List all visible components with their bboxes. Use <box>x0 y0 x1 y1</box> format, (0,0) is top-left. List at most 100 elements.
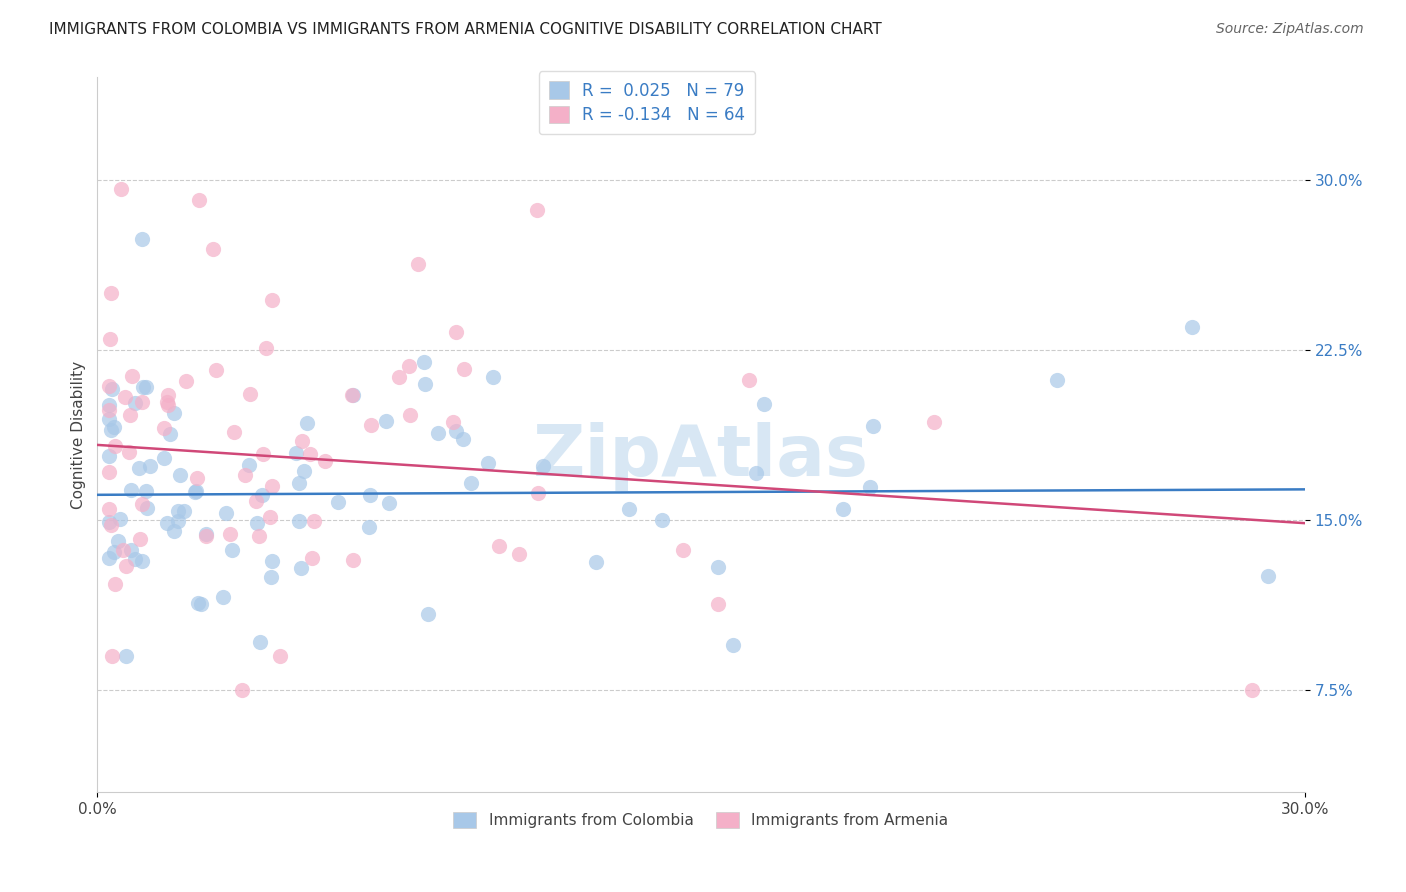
Point <box>413 377 436 392</box>
Point <box>124 552 146 566</box>
Point <box>246 516 269 530</box>
Point <box>585 555 607 569</box>
Point <box>215 506 238 520</box>
Point <box>254 341 277 355</box>
Point <box>231 682 253 697</box>
Point <box>707 597 730 611</box>
Point <box>103 545 125 559</box>
Point <box>169 468 191 483</box>
Point <box>426 426 449 441</box>
Point <box>378 496 401 510</box>
Point <box>260 293 283 307</box>
Point <box>1257 569 1279 583</box>
Point <box>163 524 186 539</box>
Point <box>135 380 157 394</box>
Point <box>1046 373 1069 387</box>
Point <box>98 412 121 426</box>
Point <box>120 408 142 422</box>
Point <box>156 395 179 409</box>
Point <box>269 648 291 663</box>
Point <box>98 379 121 393</box>
Point <box>738 373 761 387</box>
Point <box>295 416 318 430</box>
Point <box>131 497 153 511</box>
Point <box>190 597 212 611</box>
Point <box>184 484 207 499</box>
Point <box>477 456 499 470</box>
Point <box>453 362 475 376</box>
Point <box>651 512 673 526</box>
Point <box>173 504 195 518</box>
Point <box>360 418 382 433</box>
Point <box>153 420 176 434</box>
Point <box>195 529 218 543</box>
Point <box>162 406 184 420</box>
Point <box>166 503 188 517</box>
Point <box>159 427 181 442</box>
Point <box>617 502 640 516</box>
Y-axis label: Cognitive Disability: Cognitive Disability <box>72 360 86 508</box>
Point <box>128 461 150 475</box>
Point <box>342 553 364 567</box>
Point <box>259 569 281 583</box>
Point <box>832 501 855 516</box>
Point <box>388 369 411 384</box>
Point <box>195 527 218 541</box>
Point <box>526 203 548 218</box>
Point <box>292 464 315 478</box>
Point <box>156 516 179 530</box>
Point <box>98 550 121 565</box>
Point <box>211 590 233 604</box>
Point <box>103 419 125 434</box>
Point <box>238 387 260 401</box>
Point <box>238 458 260 472</box>
Point <box>340 388 363 402</box>
Point <box>107 534 129 549</box>
Point <box>121 368 143 383</box>
Point <box>98 465 121 479</box>
Point <box>259 510 281 524</box>
Point <box>98 403 121 417</box>
Point <box>399 408 422 422</box>
Point <box>357 519 380 533</box>
Point <box>252 447 274 461</box>
Point <box>527 485 550 500</box>
Point <box>104 577 127 591</box>
Point <box>98 502 121 516</box>
Point <box>120 542 142 557</box>
Text: ZipAtlas: ZipAtlas <box>533 422 869 491</box>
Point <box>444 424 467 438</box>
Text: Source: ZipAtlas.com: Source: ZipAtlas.com <box>1216 22 1364 37</box>
Point <box>233 467 256 482</box>
Point <box>924 415 946 429</box>
Point <box>508 547 530 561</box>
Point <box>247 529 270 543</box>
Point <box>441 416 464 430</box>
Point <box>488 539 510 553</box>
Point <box>104 439 127 453</box>
Point <box>249 635 271 649</box>
Point <box>412 354 434 368</box>
Point <box>862 418 884 433</box>
Point <box>359 488 381 502</box>
Point <box>156 387 179 401</box>
Point <box>672 542 695 557</box>
Point <box>408 257 430 271</box>
Legend: Immigrants from Colombia, Immigrants from Armenia: Immigrants from Colombia, Immigrants fro… <box>447 806 955 834</box>
Point <box>117 445 139 459</box>
Point <box>375 413 398 427</box>
Point <box>131 395 153 409</box>
Point <box>262 554 284 568</box>
Point <box>129 533 152 547</box>
Point <box>290 561 312 575</box>
Point <box>98 332 121 346</box>
Point <box>444 325 467 339</box>
Point <box>250 488 273 502</box>
Point <box>314 453 336 467</box>
Point <box>481 369 503 384</box>
Point <box>285 446 308 460</box>
Point <box>859 480 882 494</box>
Point <box>176 374 198 388</box>
Point <box>98 398 121 412</box>
Point <box>262 479 284 493</box>
